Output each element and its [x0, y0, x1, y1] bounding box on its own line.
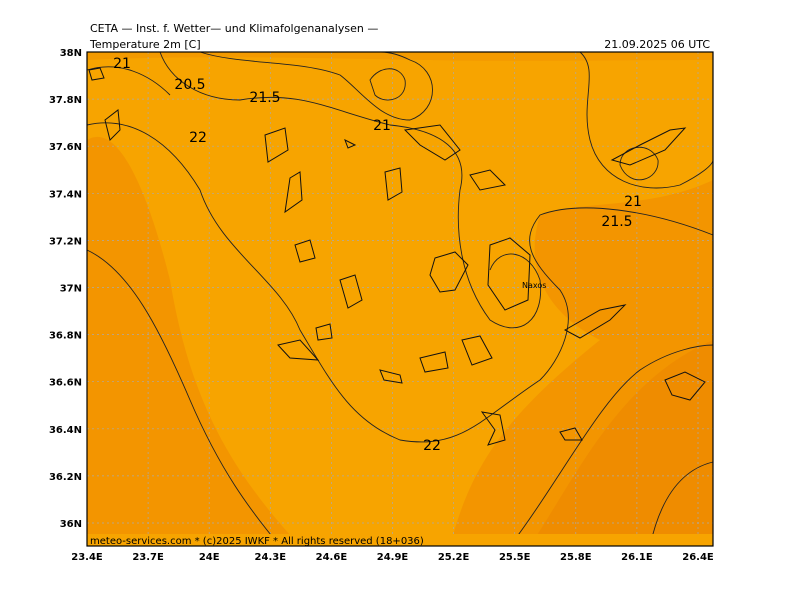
- lon-tick-label: 25.2E: [438, 552, 470, 563]
- lon-tick-label: 26.1E: [621, 552, 653, 563]
- warm-region: [87, 52, 713, 61]
- warm-region: [87, 136, 300, 546]
- contour-label: 21.5: [249, 90, 280, 106]
- lat-tick-label: 36.2N: [49, 472, 82, 483]
- contour-line: [86, 249, 281, 547]
- contour-line: [86, 122, 714, 443]
- lat-tick-label: 37.2N: [49, 236, 82, 247]
- contour-line: [509, 344, 714, 547]
- lon-tick-label: 24.3E: [255, 552, 287, 563]
- contour-line: [649, 461, 714, 547]
- contour-label: 21: [113, 56, 131, 72]
- contour-line: [199, 51, 433, 121]
- contour-label: 22: [189, 130, 207, 146]
- contour-label: 20.5: [174, 77, 205, 93]
- lat-tick-label: 37.8N: [49, 95, 82, 106]
- place-label: Naxos: [522, 281, 546, 290]
- lat-tick-label: 36.8N: [49, 331, 82, 342]
- footer-band: [87, 534, 713, 546]
- lon-tick-label: 24.6E: [316, 552, 348, 563]
- lat-tick-label: 36N: [60, 519, 82, 530]
- lon-tick-label: 25.5E: [499, 552, 531, 563]
- lon-tick-label: 23.4E: [71, 552, 103, 563]
- contour-line: [159, 51, 542, 329]
- lat-tick-label: 36.4N: [49, 425, 82, 436]
- lat-tick-label: 38N: [60, 48, 82, 59]
- lon-tick-label: 24E: [199, 552, 220, 563]
- footer-credit: meteo-services.com * (c)2025 IWKF * All …: [90, 536, 424, 547]
- contour-line: [86, 66, 171, 96]
- contour-label: 22: [423, 438, 441, 454]
- lat-tick-label: 36.6N: [49, 378, 82, 389]
- contour-label: 21: [624, 194, 642, 210]
- lon-tick-label: 26.4E: [682, 552, 714, 563]
- valid-date: 21.09.2025 06 UTC: [604, 38, 710, 51]
- lon-tick-label: 23.7E: [132, 552, 164, 563]
- contour-label: 21.5: [601, 214, 632, 230]
- lat-tick-label: 37.4N: [49, 189, 82, 200]
- field-title: Temperature 2m [C]: [89, 38, 201, 51]
- lon-tick-label: 24.9E: [377, 552, 409, 563]
- contour-label: 21: [373, 118, 391, 134]
- contour-line: [579, 51, 714, 189]
- lon-tick-label: 25.8E: [560, 552, 592, 563]
- source-header: CETA — Inst. f. Wetter— und Klimafolgena…: [90, 22, 378, 35]
- map-frame: [86, 51, 714, 547]
- warm-region: [530, 340, 713, 546]
- coastlines: [88, 67, 706, 446]
- contour-line: [369, 68, 406, 101]
- lat-tick-label: 37.6N: [49, 142, 82, 153]
- lat-tick-label: 37N: [60, 284, 82, 295]
